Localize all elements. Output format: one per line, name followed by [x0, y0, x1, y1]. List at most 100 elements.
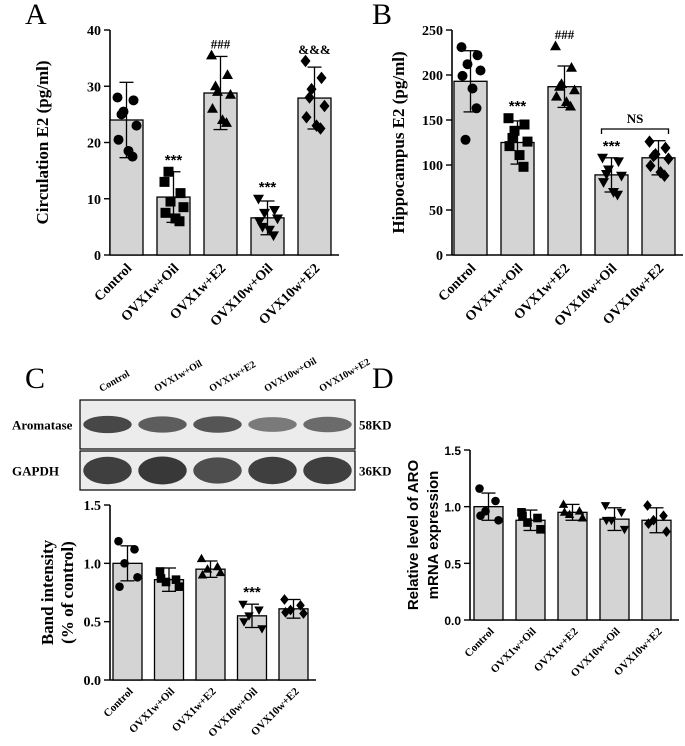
blot-row-label: Aromatase [12, 418, 73, 433]
data-point [156, 574, 166, 583]
data-point [574, 506, 585, 515]
y-tick-label: 10 [87, 193, 101, 208]
bar [515, 519, 546, 621]
data-point [221, 117, 232, 127]
y-tick-label: 150 [422, 114, 443, 129]
data-point [269, 206, 280, 216]
significance-label: ### [211, 36, 231, 51]
data-point [550, 40, 561, 51]
y-tick-label: 100 [422, 159, 443, 174]
y-tick-label: 0.0 [444, 614, 461, 628]
data-point [462, 59, 473, 70]
y-tick-label: 250 [422, 24, 443, 39]
y-axis-label-line: mRNA expression [425, 471, 442, 600]
data-point [210, 80, 221, 91]
data-point [475, 484, 484, 493]
significance-label: *** [259, 179, 277, 196]
data-point [558, 499, 569, 508]
y-tick-label: 0.0 [84, 674, 102, 689]
data-point [504, 141, 515, 152]
data-point [522, 136, 533, 147]
data-point [257, 625, 267, 634]
y-axis-label-line: Band intensity [38, 539, 57, 645]
data-point [551, 90, 562, 101]
data-point [128, 95, 139, 106]
data-point [206, 49, 217, 60]
blot-size-label: 36KD [359, 464, 392, 479]
blot-band [303, 416, 352, 433]
data-point [296, 599, 305, 611]
data-point [281, 606, 290, 618]
y-tick-label: 50 [429, 204, 443, 219]
data-point [304, 91, 315, 104]
bar [599, 518, 630, 621]
blot-lane-label: Control [98, 368, 132, 394]
data-point [565, 100, 576, 111]
y-tick-label: 0.5 [444, 557, 461, 571]
blot-band [303, 456, 352, 485]
category-label: Control [101, 686, 135, 720]
data-point [644, 135, 655, 148]
y-tick-label: 1.5 [444, 444, 461, 458]
data-point [178, 202, 189, 213]
data-point [616, 508, 627, 518]
y-tick-label: 0 [94, 249, 101, 264]
data-point [197, 570, 208, 579]
data-point [460, 134, 471, 145]
data-point [644, 518, 653, 530]
data-point [280, 594, 289, 605]
data-point [514, 150, 525, 161]
data-point [612, 190, 623, 201]
data-point [113, 134, 124, 145]
data-point [115, 582, 124, 591]
data-point [259, 208, 270, 219]
data-point [601, 516, 612, 526]
data-point [159, 176, 170, 187]
bar [547, 86, 582, 256]
panel-letter: B [372, 0, 392, 31]
data-point [238, 600, 248, 610]
y-tick-label: 40 [87, 24, 101, 39]
data-point [160, 207, 171, 218]
data-point [559, 507, 570, 516]
bar [153, 579, 185, 681]
data-point [649, 514, 658, 526]
data-point [114, 536, 123, 546]
data-point [533, 513, 542, 523]
y-tick-label: 30 [87, 80, 101, 95]
data-point [133, 573, 142, 582]
data-point [165, 196, 176, 207]
data-point [601, 170, 612, 180]
data-point [467, 83, 478, 94]
blot-band [193, 416, 242, 433]
ns-label: NS [627, 111, 644, 126]
data-point [127, 151, 138, 162]
data-point [456, 42, 467, 53]
blot-band [248, 456, 297, 485]
data-point [116, 109, 127, 120]
data-point [264, 225, 275, 236]
data-point [523, 518, 532, 527]
blot-row-label: GAPDH [12, 464, 59, 479]
data-point [663, 152, 674, 165]
significance-label: *** [243, 584, 261, 601]
data-point [161, 577, 171, 587]
data-point [662, 526, 671, 537]
data-point [519, 119, 530, 130]
data-point [616, 171, 627, 182]
data-point [239, 618, 249, 627]
category-label: Control [92, 261, 136, 305]
data-point [597, 153, 608, 164]
data-point [472, 50, 483, 61]
data-point [598, 178, 609, 188]
blot-lane-label: OVX1w+Oil [153, 358, 205, 394]
significance-label: *** [603, 138, 621, 155]
y-tick-label: 1.0 [444, 501, 461, 515]
bar [278, 608, 309, 681]
data-point [509, 125, 520, 136]
data-point [491, 496, 500, 506]
data-point [577, 513, 588, 522]
data-point [475, 65, 486, 76]
blot-band [138, 416, 187, 433]
